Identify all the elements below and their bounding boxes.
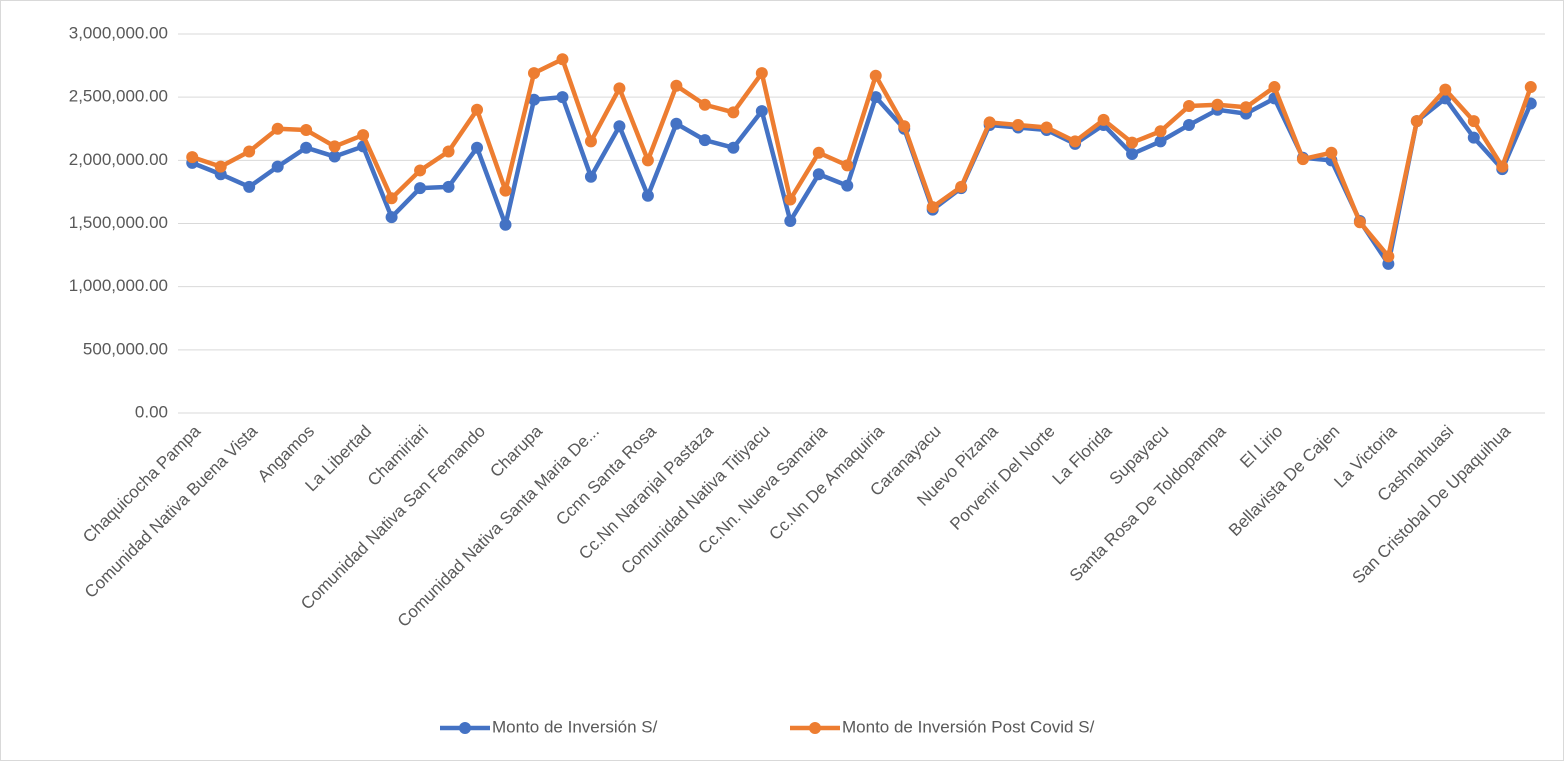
data-point bbox=[214, 160, 227, 173]
y-tick-label: 500,000.00 bbox=[83, 339, 168, 358]
data-point bbox=[1325, 146, 1338, 159]
data-point bbox=[1012, 118, 1025, 131]
data-point bbox=[527, 67, 540, 80]
data-point bbox=[1097, 113, 1110, 126]
data-point bbox=[755, 67, 768, 80]
data-point bbox=[641, 154, 654, 167]
data-point bbox=[1467, 131, 1480, 144]
data-point bbox=[1069, 135, 1082, 148]
data-point bbox=[1040, 121, 1053, 134]
data-point bbox=[1268, 81, 1281, 94]
legend-marker bbox=[809, 722, 821, 734]
data-point bbox=[1524, 81, 1537, 94]
data-point bbox=[556, 53, 569, 66]
data-point bbox=[471, 103, 484, 116]
data-point bbox=[1467, 115, 1480, 128]
y-tick-label: 1,500,000.00 bbox=[69, 213, 168, 232]
data-point bbox=[784, 193, 797, 206]
data-point bbox=[1211, 98, 1224, 111]
data-point bbox=[812, 146, 825, 159]
y-tick-label: 3,000,000.00 bbox=[69, 23, 168, 42]
data-point bbox=[385, 211, 398, 224]
data-point bbox=[357, 129, 370, 142]
data-point bbox=[186, 151, 199, 164]
data-point bbox=[1126, 136, 1139, 149]
data-point bbox=[698, 134, 711, 147]
data-point bbox=[243, 145, 256, 158]
data-point bbox=[670, 79, 683, 92]
data-point bbox=[243, 180, 256, 193]
data-point bbox=[755, 105, 768, 118]
data-point bbox=[471, 141, 484, 154]
data-point bbox=[584, 170, 597, 183]
data-point bbox=[1296, 153, 1309, 166]
y-tick-label: 1,000,000.00 bbox=[69, 276, 168, 295]
data-point bbox=[898, 120, 911, 133]
data-point bbox=[841, 159, 854, 172]
data-point bbox=[926, 201, 939, 214]
data-point bbox=[1183, 100, 1196, 113]
data-point bbox=[442, 145, 455, 158]
data-point bbox=[613, 82, 626, 95]
data-point bbox=[727, 106, 740, 119]
y-tick-label: 2,000,000.00 bbox=[69, 150, 168, 169]
data-point bbox=[1353, 216, 1366, 229]
data-point bbox=[328, 140, 341, 153]
data-point bbox=[1154, 125, 1167, 138]
data-point bbox=[527, 93, 540, 106]
data-point bbox=[1126, 148, 1139, 161]
data-point bbox=[784, 214, 797, 227]
data-point bbox=[1496, 160, 1509, 173]
data-point bbox=[385, 192, 398, 205]
data-point bbox=[1183, 118, 1196, 131]
data-point bbox=[556, 91, 569, 104]
data-point bbox=[1154, 135, 1167, 148]
data-point bbox=[841, 179, 854, 192]
data-point bbox=[328, 150, 341, 163]
data-point bbox=[442, 180, 455, 193]
data-point bbox=[1239, 101, 1252, 114]
data-point bbox=[300, 141, 313, 154]
data-point bbox=[698, 98, 711, 111]
y-tick-label: 0.00 bbox=[135, 402, 168, 421]
data-point bbox=[499, 184, 512, 197]
data-point bbox=[641, 189, 654, 202]
data-point bbox=[414, 164, 427, 177]
legend-label: Monto de Inversión Post Covid S/ bbox=[842, 717, 1095, 736]
data-point bbox=[271, 160, 284, 173]
data-point bbox=[613, 120, 626, 133]
legend-label: Monto de Inversión S/ bbox=[492, 717, 658, 736]
data-point bbox=[812, 168, 825, 181]
data-point bbox=[983, 116, 996, 129]
data-point bbox=[1410, 115, 1423, 128]
y-tick-label: 2,500,000.00 bbox=[69, 87, 168, 106]
data-point bbox=[1439, 83, 1452, 96]
data-point bbox=[955, 180, 968, 193]
data-point bbox=[727, 141, 740, 154]
data-point bbox=[271, 122, 284, 135]
data-point bbox=[499, 218, 512, 231]
data-point bbox=[869, 91, 882, 104]
data-point bbox=[414, 182, 427, 195]
data-point bbox=[670, 117, 683, 130]
legend-marker bbox=[459, 722, 471, 734]
data-point bbox=[869, 69, 882, 82]
data-point bbox=[584, 135, 597, 148]
data-point bbox=[1382, 250, 1395, 263]
data-point bbox=[300, 124, 313, 137]
